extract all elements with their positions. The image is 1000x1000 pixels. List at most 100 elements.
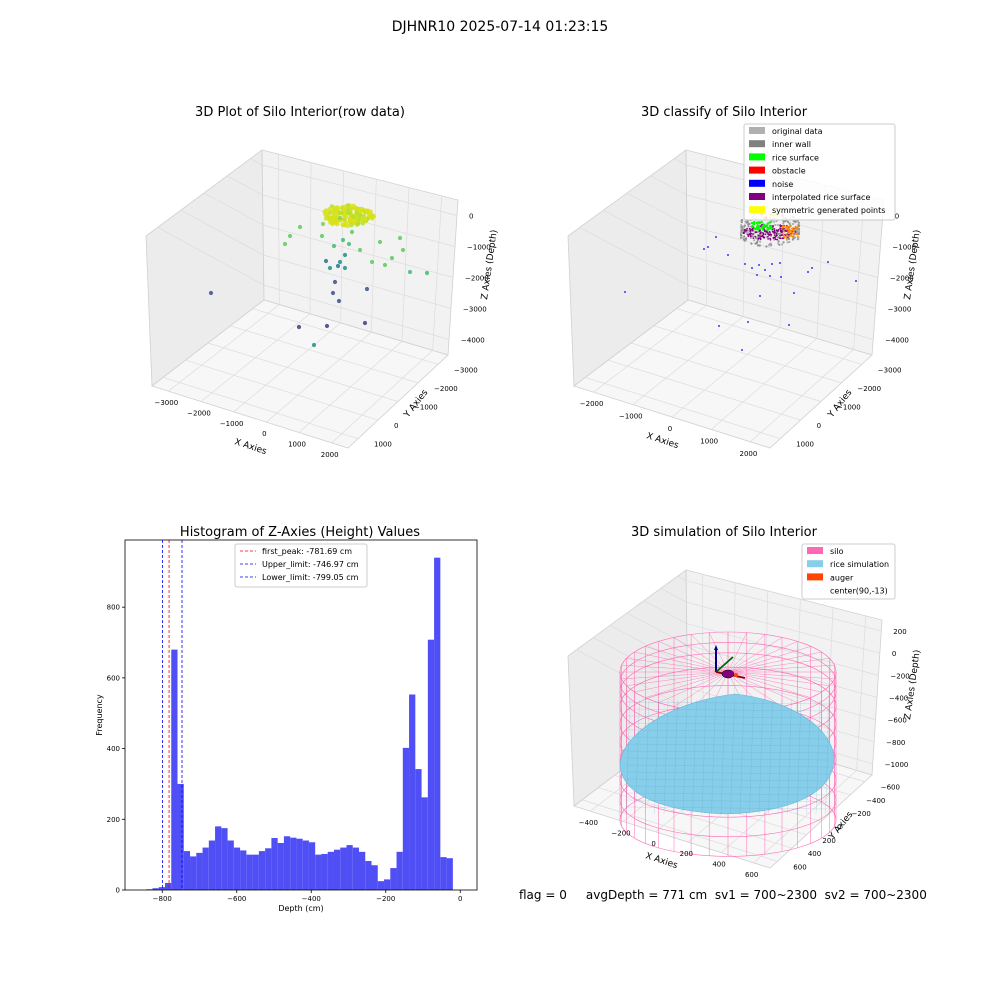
scatter-point: [765, 224, 769, 227]
scatter-point: [342, 265, 348, 271]
scatter-point: [747, 225, 750, 228]
legend: original data inner wall rice surface obsta…: [743, 123, 896, 221]
scatter-point: [781, 232, 784, 235]
auger-axis-y: [715, 656, 734, 673]
scatter-point: [773, 234, 776, 237]
panel4-xlabel: X Axies: [644, 851, 679, 871]
rice-mesh-line: [663, 699, 669, 815]
histogram-bar: [215, 826, 222, 890]
y-tick-label: 400: [808, 850, 821, 858]
scatter-point: [340, 237, 346, 243]
scatter-point: [773, 220, 776, 223]
x-tick-label: 1000: [700, 437, 718, 445]
scatter-point: [807, 271, 809, 273]
z-tick-label: −3000: [888, 306, 912, 314]
z-tick-label: −1000: [885, 761, 909, 769]
panel1-title: 3D Plot of Silo Interior(row data): [195, 105, 405, 120]
x-tick-label: 1000: [288, 441, 306, 449]
scatter-point: [349, 229, 355, 235]
rice-mesh-line: [644, 699, 650, 815]
panel1-zlabel: Z Axies (Depth): [480, 229, 500, 300]
scatter-point: [754, 242, 757, 245]
rice-mesh-line: [625, 757, 831, 761]
y-tick-label: −1000: [414, 404, 438, 412]
silo-roof-line: [634, 671, 729, 693]
scatter-point: [775, 229, 778, 232]
scatter-point: [767, 235, 769, 238]
silo-roof-line: [727, 641, 798, 673]
scatter-point: [743, 224, 747, 227]
z-tick-label: −600: [888, 717, 907, 725]
rice-mesh-line: [625, 708, 831, 712]
x-tick-label: −3000: [154, 399, 178, 407]
scatter-point: [758, 234, 760, 237]
z-tick-label: −2000: [890, 275, 914, 283]
histogram-bar: [315, 854, 322, 890]
y-tick-label: 0: [116, 887, 120, 895]
grid-line-y: [185, 359, 379, 421]
scatter-point: [763, 230, 766, 233]
scatter-point: [747, 223, 750, 226]
scatter-point: [781, 234, 783, 237]
rice-mesh-line: [749, 699, 754, 815]
histogram-bar: [415, 769, 422, 890]
auger-arrow-z: [714, 645, 718, 650]
histogram-bar: [252, 854, 259, 890]
legend-swatch: [749, 127, 765, 134]
scatter-point: [765, 245, 768, 248]
histogram-bar: [233, 847, 241, 890]
scatter-point: [811, 267, 813, 269]
histogram-bar: [365, 861, 372, 890]
grid-line-z: [262, 224, 454, 278]
legend-swatch: [749, 179, 765, 187]
silo-roof-line: [658, 671, 729, 703]
scatter-point: [789, 230, 792, 232]
rice-mesh-line: [777, 699, 783, 815]
scatter-point: [788, 324, 790, 326]
scatter-point: [763, 236, 766, 239]
scatter-point: [780, 230, 783, 233]
scatter-point: [727, 254, 729, 256]
y-tick-label: −1000: [837, 404, 861, 412]
x-tick-label: −800: [153, 895, 172, 903]
scatter-point: [772, 225, 774, 227]
histogram-bar: [208, 840, 216, 890]
scatter-point: [389, 255, 395, 261]
z-tick-label: 0: [892, 650, 896, 658]
scatter-point: [744, 239, 747, 242]
legend-swatch: [807, 547, 823, 554]
scatter-point: [764, 269, 766, 271]
y-tick-label: −200: [852, 810, 871, 818]
silo-roof-line: [709, 632, 729, 673]
grid-line-z: [687, 254, 876, 309]
scatter-point: [747, 233, 749, 236]
histogram-bar: [221, 828, 228, 890]
scatter-point: [755, 226, 759, 229]
grid-line-z: [157, 227, 264, 286]
legend-swatch: [749, 140, 765, 148]
histogram-bar: [434, 557, 441, 890]
silo-roof-line: [727, 671, 783, 707]
scatter-point: [769, 275, 771, 277]
scatter-point: [774, 235, 777, 238]
rice-mesh-line: [787, 699, 792, 815]
scatter-point: [364, 208, 370, 213]
scatter-point: [332, 219, 337, 224]
legend-swatch: [749, 153, 765, 161]
panel-raw-data: 3D Plot of Silo Interior(row data) −3000…: [145, 105, 500, 459]
scatter-point: [757, 221, 760, 224]
grid-line-z: [609, 624, 688, 667]
x-tick-label: 0: [262, 430, 266, 438]
scatter-point: [382, 262, 388, 268]
scatter-point: [788, 240, 791, 243]
scatter-point: [773, 228, 776, 230]
legend-label: first_peak: -781.69 cm: [262, 547, 352, 556]
scatter-point: [759, 295, 761, 297]
panel2-zlabel: Z Axies (Depth): [903, 229, 923, 300]
scatter-point: [770, 233, 773, 236]
tick-labels: −800 −600 −400 −200 0 0 200 400 600 800: [107, 604, 463, 903]
legend-label: auger: [830, 573, 854, 582]
panel2-xlabel: X Axies: [645, 431, 680, 451]
scatter-point: [794, 236, 797, 239]
scatter-point: [776, 230, 779, 233]
